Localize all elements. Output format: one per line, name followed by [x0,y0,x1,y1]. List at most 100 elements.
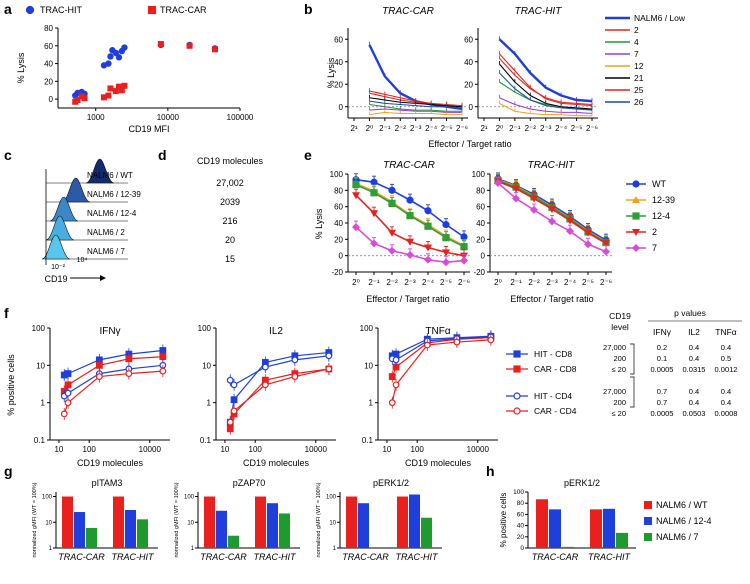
data-point-car [157,40,164,47]
data-point-2 [602,240,610,248]
data-point-HIT - CD4 [230,381,238,389]
legend-marker [632,244,640,252]
y-tick-label: 20 [44,77,53,86]
y-tick-label: 0 [520,545,524,552]
bar-NALM6 / 12-4 [125,509,136,548]
y-tick-label: 0 [339,252,344,261]
histogram-peak [61,177,91,203]
legend-label: HIT - CD4 [534,391,572,401]
bar-NALM6 / 7 [86,527,97,548]
x-axis-label: CD19 molecules [405,458,472,468]
table-cell: 0.4 [721,343,731,352]
x-tick-label: 2⁻² [525,124,537,133]
bar-NALM6 / WT [397,496,408,548]
data-point-CAR - CD4 [325,365,333,373]
table-col-header: IL2 [688,327,700,337]
legend-marker [513,407,521,415]
data-point-hit [107,53,114,60]
y-axis-label: % Lysis [16,52,26,83]
y-axis-label: % Lysis [314,208,324,239]
x-tick-label: 2⁻⁴ [422,278,435,287]
data-point-12-4 [352,181,360,189]
panel-letter-a: a [4,1,12,17]
legend-label: 2 [634,25,639,35]
data-point-hit [105,60,112,67]
chart-title: TRAC-HIT [528,160,576,171]
bar-NALM6 / 12-4 [267,503,278,548]
bar-NALM6 / WT [255,496,266,548]
bar-NALM6 / 7 [562,546,574,548]
y-tick-label: 100 [184,495,195,501]
chart-title: pERK1/2 [564,478,600,488]
histogram-label: NALM6 / WT [87,171,133,180]
y-tick-label: 20 [476,235,485,244]
data-point-HIT - CD8 [230,396,238,404]
bar-NALM6 / 7 [228,535,239,548]
data-point-2 [406,238,414,246]
y-tick-label: 1 [333,546,337,552]
data-point-WT [406,196,414,204]
table-cell: 0.0005 [651,409,674,418]
data-point-2 [530,195,538,203]
legend-marker [632,180,640,188]
data-point-12-4 [388,199,396,207]
data-point-HIT - CD4 [64,389,72,397]
table-cell: 0.0503 [683,409,706,418]
data-point-WT [370,178,378,186]
y-axis-label: normalized gMFI (WT = 100%) [316,482,322,557]
data-point-7 [388,246,396,255]
y-tick-label: 80 [476,186,485,195]
x-tick-label: 2⁰ [496,124,504,133]
bar-NALM6 / 7 [616,532,628,548]
table-bracket [630,376,635,408]
x-axis-label: CD19 molecules [243,458,310,468]
group-label: TRAC-CAR [200,552,247,562]
y-tick-label: 100 [32,324,46,333]
y-tick-label: 1 [207,399,212,408]
y-tick-label: 10 [36,361,45,370]
data-point-CAR - CD4 [392,381,400,389]
table-header: level [611,322,629,332]
data-point-HIT - CD4 [325,352,333,360]
x-tick-label: 10⁻² [51,264,65,271]
table-level: ≤ 20 [611,365,626,374]
panel-letter-d: d [158,147,167,163]
data-point-CAR - CD4 [487,336,495,344]
legend-label-car: TRAC-CAR [160,5,207,15]
panel-letter-h: h [486,463,495,479]
y-tick-label: 60 [334,35,343,44]
histogram-label: NALM6 / 12-39 [87,190,141,199]
y-tick-label: 100 [42,495,53,501]
x-tick-label: 2⁻⁵ [440,278,452,287]
histogram-label: NALM6 / 2 [87,228,125,237]
data-point-7 [352,223,360,232]
table-cell: 0.5 [721,354,731,363]
y-axis-label: % Lysis [326,57,336,88]
y-tick-label: 80 [334,186,343,195]
data-point-12-4 [370,189,378,197]
y-tick-label: 60 [44,42,53,51]
y-tick-label: 0 [481,252,486,261]
histogram-peak [49,196,79,222]
data-point-2 [548,206,556,214]
data-point-7 [442,258,450,267]
data-point-CAR - CD8 [95,361,103,369]
x-tick-label: 2⁻⁵ [582,278,594,287]
legend-marker [513,350,521,358]
table-cell: 0.0012 [715,365,738,374]
data-point-WT [424,207,432,215]
bar-NALM6 / 12-4 [409,494,420,548]
y-tick-label: 40 [334,58,343,67]
y-tick-label: 0 [469,103,474,112]
data-point-CAR - CD4 [261,381,269,389]
y-tick-label: 100 [326,495,337,501]
x-axis-label: CD19 MFI [128,124,169,134]
group-label: TRAC-HIT [254,552,297,562]
table-title: CD19 molecules [197,156,264,166]
data-point-HIT - CD4 [261,363,269,371]
x-tick-label: 2⁻⁵ [441,124,453,133]
x-tick-label: 2⁻⁶ [586,124,598,133]
table-cell: 0.7 [657,398,667,407]
x-tick-label: 2¹ [480,124,487,133]
y-axis-label: normalized gMFI (WT = 100%) [32,482,38,557]
